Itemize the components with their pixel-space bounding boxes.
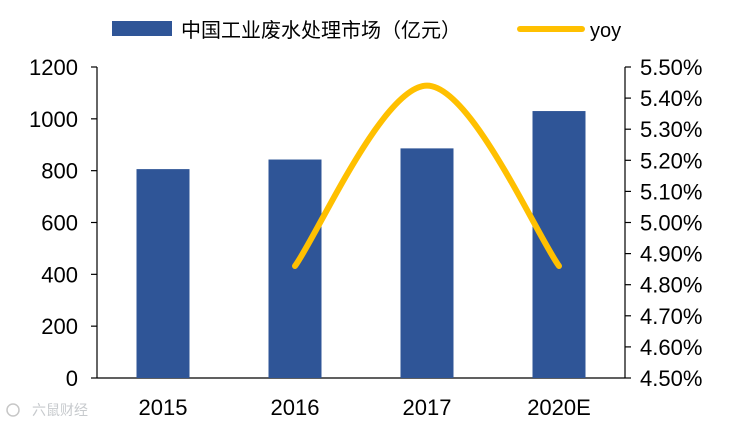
right-axis-ticks: 4.50% 4.60% 4.70% 4.80% 4.90% 5.00% 5.10% 5.20%… (625, 55, 702, 391)
right-tick-label: 5.00% (640, 211, 702, 236)
x-tick-label: 2015 (139, 395, 188, 420)
left-axis-ticks: 0 200 400 600 800 1000 1200 (29, 55, 97, 391)
right-tick-label: 5.30% (640, 117, 702, 142)
x-tick-label: 2020E (527, 395, 591, 420)
legend: 中国工业废水处理市场（亿元） yoy (112, 19, 621, 42)
left-tick-label: 400 (41, 262, 78, 287)
left-tick-label: 0 (66, 366, 78, 391)
watermark-icon (6, 403, 20, 417)
legend-line-label: yoy (590, 20, 621, 42)
right-tick-label: 4.60% (640, 335, 702, 360)
yoy-line-series (292, 82, 562, 270)
right-tick-label: 5.20% (640, 148, 702, 173)
x-tick-label: 2017 (403, 395, 452, 420)
bar (400, 148, 454, 378)
bar (532, 111, 586, 378)
right-tick-label: 5.40% (640, 86, 702, 111)
right-tick-label: 4.70% (640, 304, 702, 329)
x-tick-label: 2016 (271, 395, 320, 420)
left-tick-label: 600 (41, 211, 78, 236)
legend-bar-label: 中国工业废水处理市场（亿元） (181, 19, 461, 42)
watermark: 六鼠财经 (6, 402, 88, 418)
watermark-text: 六鼠财经 (32, 402, 88, 418)
left-tick-label: 1000 (29, 107, 78, 132)
right-tick-label: 5.50% (640, 55, 702, 80)
right-tick-label: 4.80% (640, 273, 702, 298)
bar-series (136, 111, 586, 378)
left-tick-label: 200 (41, 314, 78, 339)
right-tick-label: 4.50% (640, 366, 702, 391)
plot-area: 0 200 400 600 800 1000 1200 4.50% 4.60% 4.70% 4.8… (29, 55, 702, 420)
x-axis-labels: 2015 2016 2017 2020E (139, 395, 591, 420)
left-tick-label: 800 (41, 159, 78, 184)
right-tick-label: 5.10% (640, 179, 702, 204)
right-tick-label: 4.90% (640, 242, 702, 267)
left-tick-label: 1200 (29, 55, 78, 80)
bar (136, 169, 190, 378)
legend-bar-swatch (112, 21, 172, 36)
